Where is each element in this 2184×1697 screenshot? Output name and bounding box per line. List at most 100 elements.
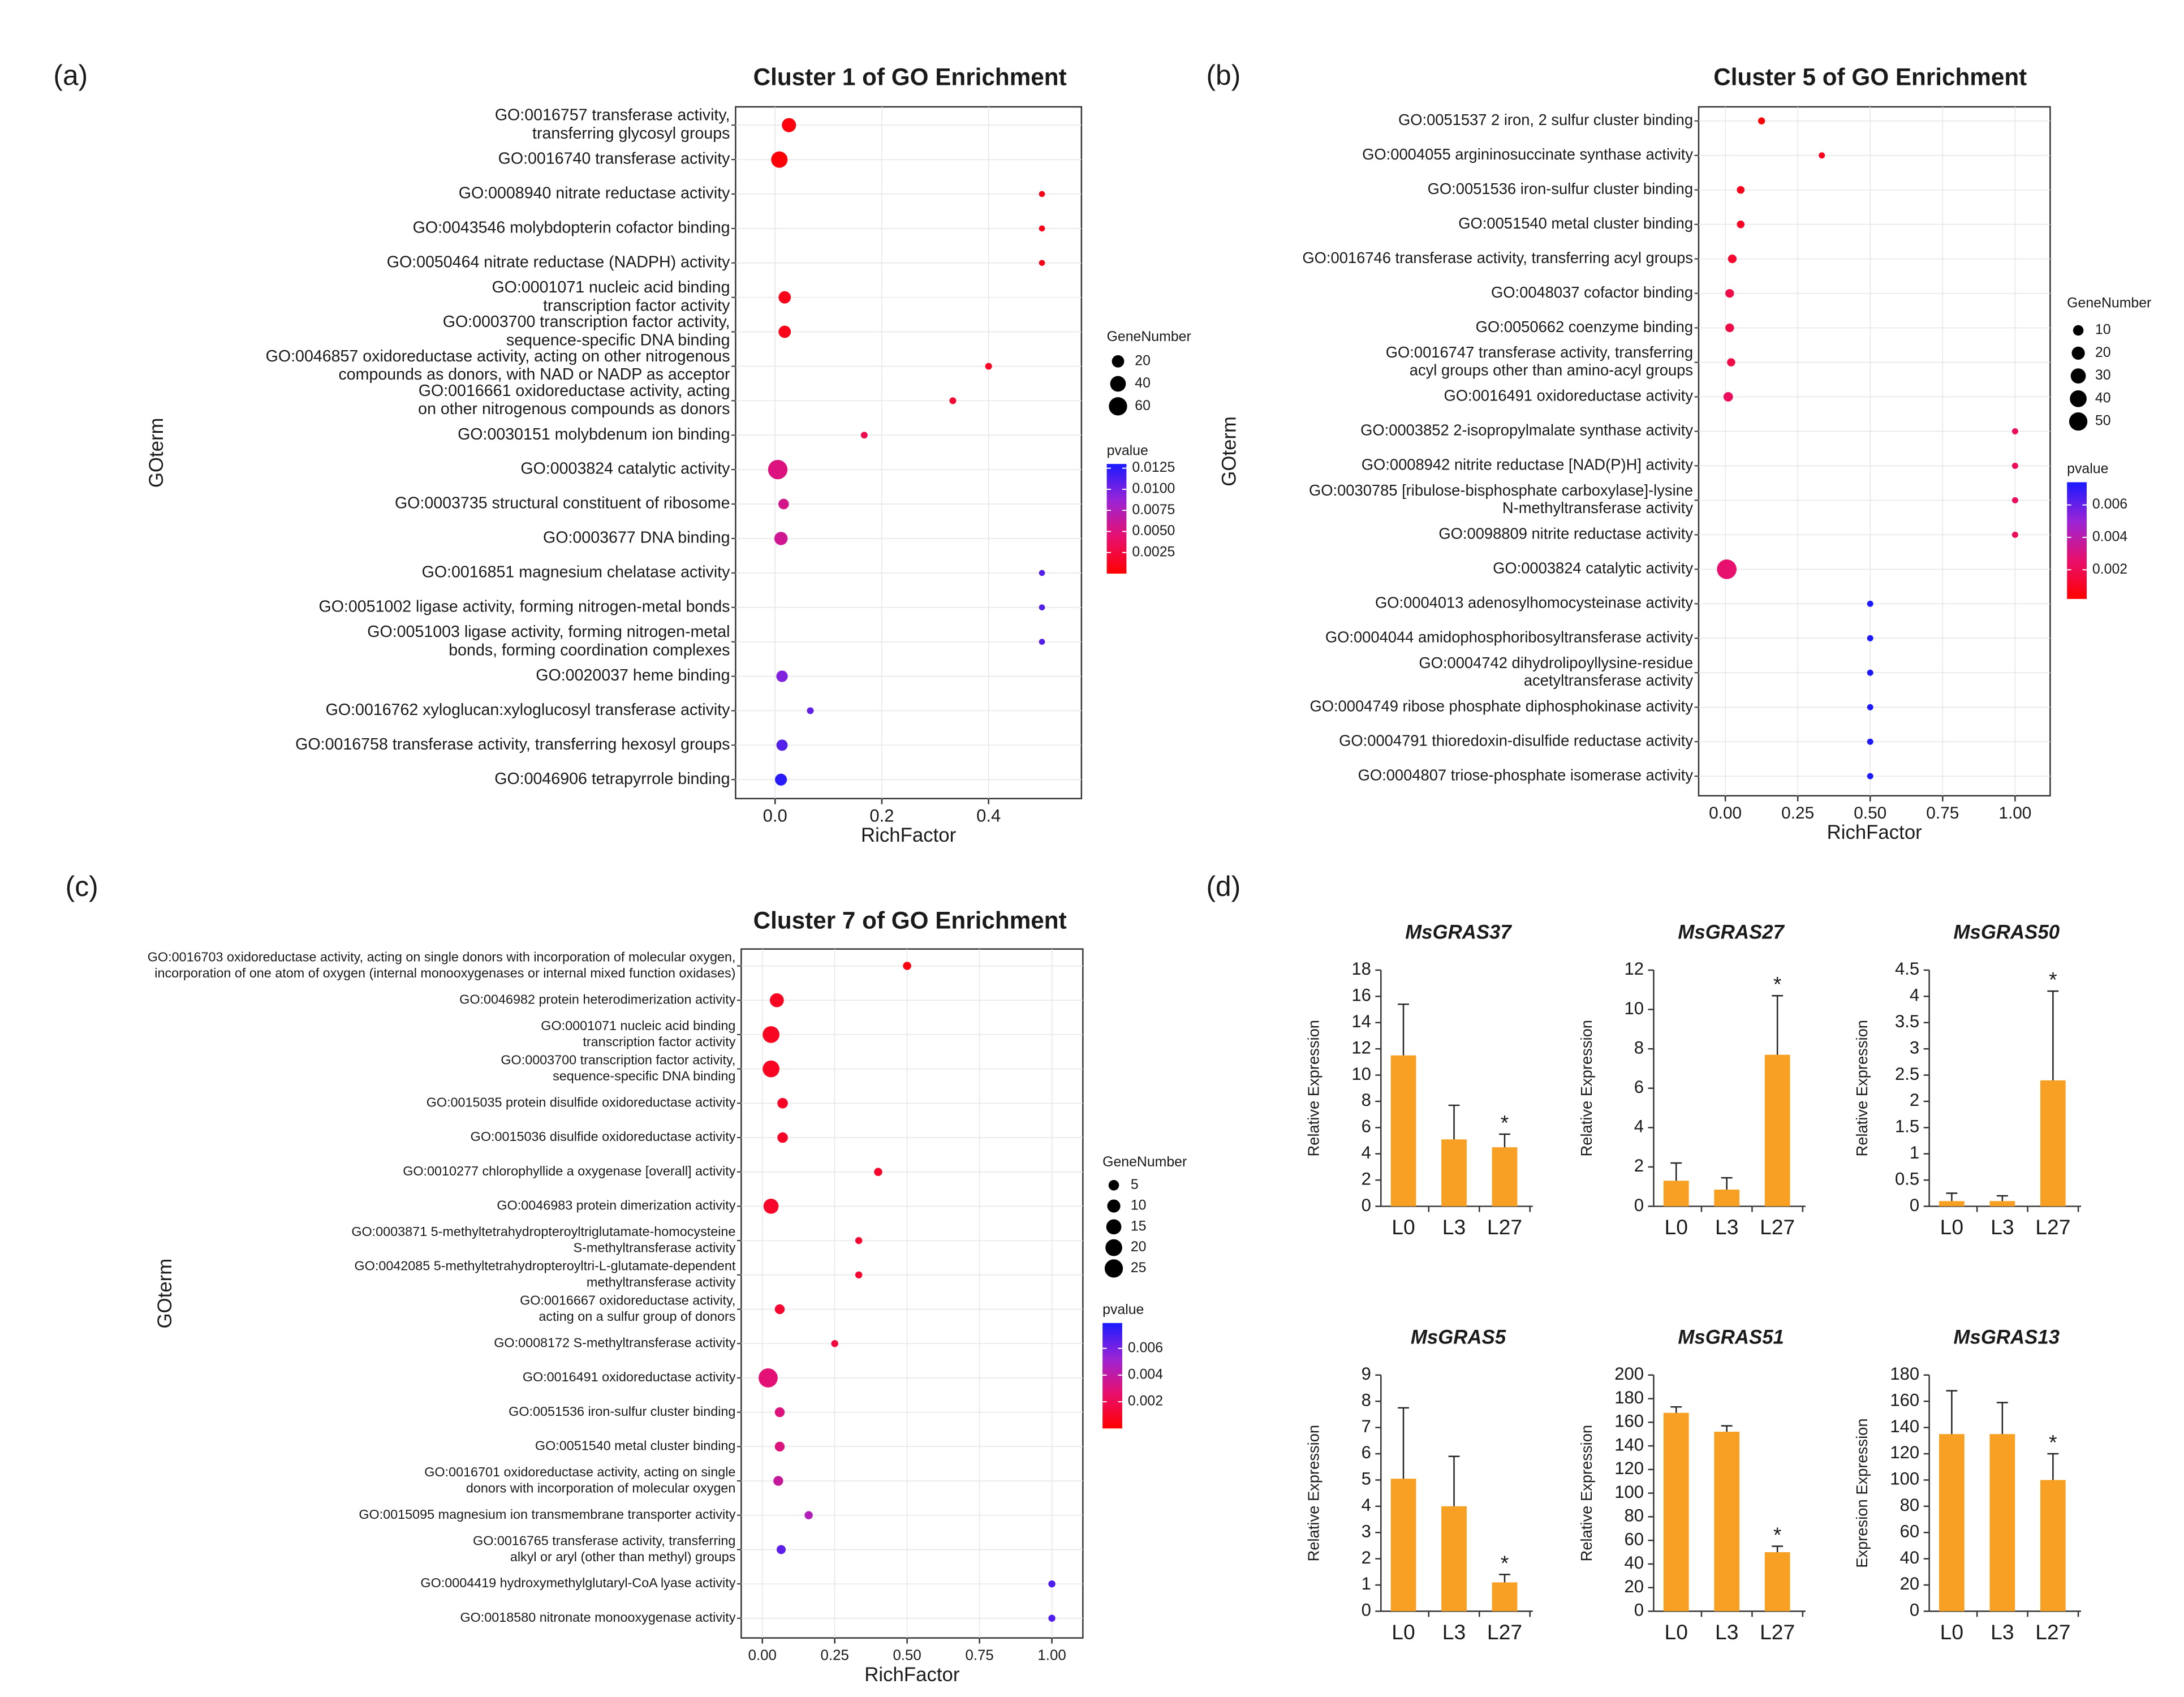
- y-tick-label: 6: [1634, 1077, 1644, 1097]
- y-tick-label: alkyl or aryl (other than methyl) groups: [510, 1549, 736, 1564]
- y-tick-label: GO:0015035 protein disulfide oxidoreduct…: [427, 1095, 736, 1109]
- panel-label: (b): [1207, 59, 1241, 91]
- bar: [1989, 1201, 2015, 1207]
- bar: [1390, 1479, 1416, 1612]
- y-tick-label: GO:0004749 ribose phosphate diphosphokin…: [1309, 697, 1693, 714]
- dot: [855, 1271, 863, 1279]
- y-tick-label: donors with incorporation of molecular o…: [466, 1480, 736, 1495]
- bar: [1989, 1434, 2015, 1612]
- dot: [774, 1441, 785, 1452]
- y-tick-label: 4.5: [1895, 959, 1919, 979]
- y-tick-label: GO:0051002 ligase activity, forming nitr…: [318, 597, 730, 615]
- chart-title: MsGRAS5: [1411, 1326, 1506, 1348]
- y-tick-label: acetyltransferase activity: [1524, 671, 1694, 689]
- y-tick-label: 8: [1362, 1090, 1371, 1110]
- y-tick-label: GO:0004807 triose-phosphate isomerase ac…: [1358, 766, 1694, 783]
- color-legend-title: pvalue: [2067, 462, 2108, 477]
- panel-label: (d): [1207, 871, 1241, 902]
- chart-title: Cluster 1 of GO Enrichment: [753, 63, 1067, 90]
- y-tick-label: GO:0001071 nucleic acid binding: [541, 1018, 735, 1033]
- significance-marker: *: [1773, 972, 1782, 996]
- size-legend-key: [2070, 390, 2087, 407]
- size-legend-label: 40: [1135, 376, 1151, 391]
- dot: [776, 739, 788, 751]
- dot: [1039, 604, 1045, 611]
- bar: [1441, 1139, 1467, 1207]
- x-tick-label: L3: [1715, 1215, 1738, 1239]
- y-tick-label: 4: [1362, 1143, 1371, 1162]
- y-tick-label: 180: [1890, 1364, 1919, 1384]
- y-tick-label: GO:0098809 nitrite reductase activity: [1438, 525, 1693, 542]
- dot: [1039, 570, 1045, 576]
- y-tick-label: 120: [1614, 1458, 1644, 1478]
- y-tick-label: 16: [1351, 985, 1371, 1005]
- y-tick-label: 160: [1614, 1411, 1644, 1431]
- dot: [777, 1098, 788, 1109]
- colorbar-tick-label: 0.004: [2092, 529, 2127, 545]
- y-tick-label: 4: [1362, 1495, 1371, 1515]
- y-tick-label: 20: [1625, 1577, 1644, 1596]
- y-tick-label: bonds, forming coordination complexes: [449, 641, 730, 659]
- y-tick-label: GO:0051540 metal cluster binding: [1458, 214, 1693, 232]
- dot: [1723, 392, 1733, 402]
- y-tick-label: S-methyltransferase activity: [574, 1241, 736, 1255]
- y-tick-label: compounds as donors, with NAD or NADP as…: [338, 365, 730, 384]
- y-tick-label: 2: [1362, 1169, 1371, 1188]
- dot: [807, 707, 814, 714]
- size-legend-label: 40: [2095, 390, 2111, 406]
- chart-title: Cluster 7 of GO Enrichment: [753, 907, 1067, 934]
- dot: [763, 1199, 779, 1214]
- dot: [1728, 254, 1737, 264]
- y-tick-label: GO:0008940 nitrate reductase activity: [459, 184, 730, 203]
- y-tick-label: GO:0010277 chlorophyllide a oxygenase [o…: [403, 1164, 736, 1178]
- bar: [2040, 1480, 2066, 1612]
- y-tick-label: GO:0015095 magnesium ion transmembrane t…: [359, 1507, 735, 1522]
- y-axis-label: GOterm: [146, 417, 167, 488]
- y-tick-label: GO:0003824 catalytic activity: [1493, 559, 1693, 577]
- x-tick-label: 0.2: [869, 806, 894, 825]
- y-tick-label: GO:0015036 disulfide oxidoreductase acti…: [471, 1129, 736, 1144]
- dot: [778, 498, 789, 510]
- y-tick-label: GO:0003677 DNA binding: [543, 528, 730, 546]
- y-tick-label: 40: [1900, 1548, 1920, 1567]
- dot: [1867, 669, 1873, 676]
- y-tick-label: 10: [1351, 1064, 1371, 1084]
- x-tick-label: 0.75: [965, 1648, 993, 1664]
- dot: [1039, 260, 1045, 266]
- bar: [1492, 1582, 1518, 1612]
- dot: [1867, 738, 1873, 745]
- color-legend-title: pvalue: [1102, 1302, 1144, 1317]
- size-legend-key: [1110, 376, 1126, 392]
- y-tick-label: 100: [1614, 1482, 1644, 1502]
- y-tick-label: GO:0001071 nucleic acid binding: [492, 278, 730, 296]
- colorbar: [2067, 482, 2087, 599]
- dot: [1725, 323, 1734, 333]
- dot: [763, 1060, 779, 1078]
- size-legend-key: [1107, 1199, 1121, 1213]
- y-tick-label: GO:0030151 molybdenum ion binding: [458, 425, 730, 443]
- dot: [777, 1132, 788, 1143]
- size-legend-title: GeneNumber: [2067, 295, 2151, 311]
- y-tick-label: acyl groups other than amino-acyl groups: [1410, 361, 1693, 378]
- y-tick-label: 12: [1625, 959, 1644, 979]
- y-tick-label: 1.5: [1895, 1117, 1919, 1136]
- y-tick-label: GO:0020037 heme binding: [536, 666, 730, 684]
- colorbar-tick-label: 0.004: [1128, 1367, 1163, 1382]
- dot: [1048, 1614, 1056, 1622]
- x-axis-label: RichFactor: [864, 1664, 959, 1686]
- x-tick-label: L3: [1442, 1215, 1466, 1239]
- y-tick-label: methyltransferase activity: [587, 1274, 736, 1289]
- colorbar: [1106, 464, 1127, 574]
- y-tick-label: 140: [1890, 1416, 1919, 1436]
- dot: [2011, 531, 2018, 538]
- size-legend-key: [2073, 325, 2084, 336]
- y-tick-label: GO:0016701 oxidoreductase activity, acti…: [424, 1465, 735, 1479]
- colorbar-tick-label: 0.0075: [1132, 502, 1175, 518]
- colorbar-tick-label: 0.002: [2092, 562, 2127, 577]
- y-tick-label: GO:0016491 oxidoreductase activity: [1444, 387, 1694, 404]
- y-axis-label: Expresion Expression: [1853, 1418, 1871, 1567]
- y-tick-label: GO:0003700 transcription factor activity…: [501, 1053, 735, 1067]
- y-tick-label: 2: [1910, 1090, 1919, 1110]
- y-tick-label: sequence-specific DNA binding: [553, 1069, 735, 1083]
- dot: [1039, 639, 1045, 645]
